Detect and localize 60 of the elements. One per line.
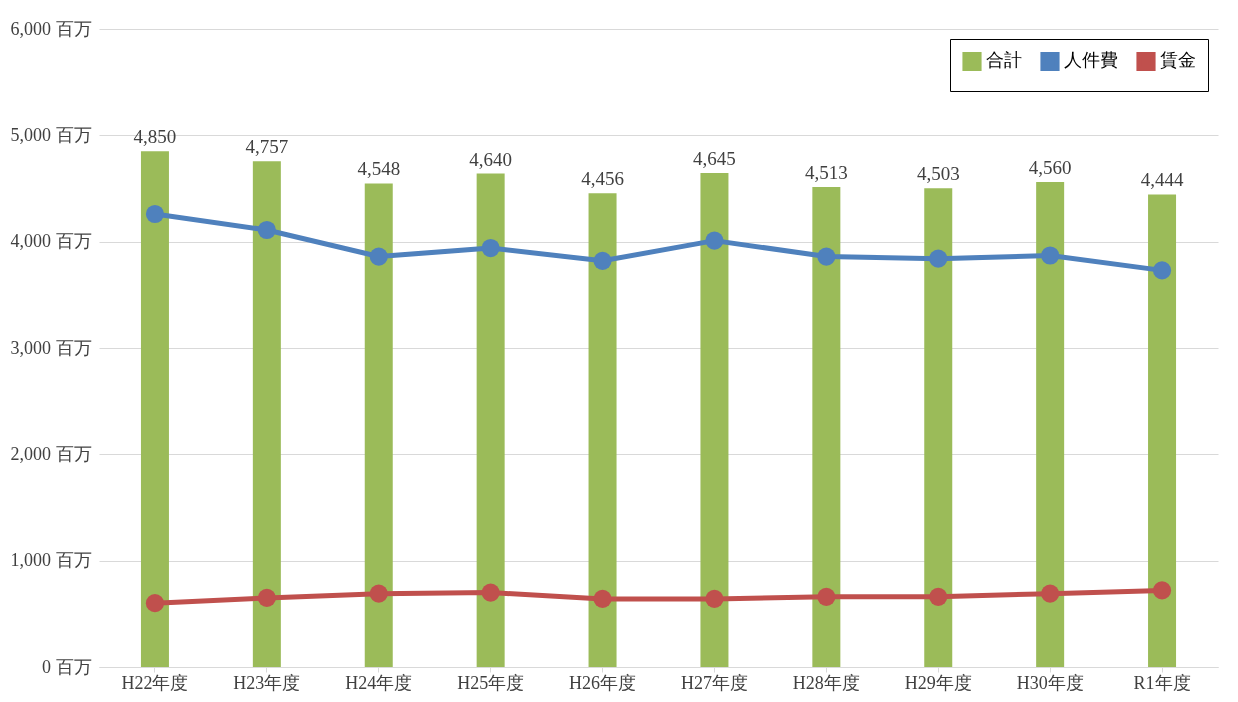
bar [1036, 182, 1065, 667]
x-tick-label: H29年度 [904, 672, 972, 693]
point [145, 204, 165, 224]
data-label: 4,456 [581, 168, 624, 190]
point [593, 251, 612, 270]
point [705, 231, 724, 250]
point [369, 584, 388, 603]
data-label: 4,503 [916, 163, 960, 185]
legend-label: 人件費 [1064, 50, 1118, 71]
point [257, 588, 276, 607]
point [257, 220, 276, 240]
point [593, 589, 612, 609]
y-tick-label: 0 百万 [42, 656, 92, 677]
legend-label: 賃金 [1160, 50, 1196, 71]
y-tick-label: 4,000 百万 [10, 231, 92, 252]
x-tick-label: H25年度 [457, 672, 525, 693]
data-label: 4,757 [245, 136, 289, 158]
bar [476, 173, 505, 667]
bar [1148, 194, 1177, 667]
bar [252, 161, 281, 667]
point [929, 587, 948, 606]
x-tick-label: H22年度 [121, 672, 189, 693]
x-tick-label: H24年度 [345, 672, 413, 693]
y-tick-label: 5,000 百万 [10, 124, 92, 145]
bar [588, 193, 617, 667]
y-tick-label: 6,000 百万 [10, 18, 92, 39]
bar [924, 188, 953, 667]
data-label: 4,513 [804, 162, 848, 184]
bar [700, 173, 729, 667]
y-tick-label: 2,000 百万 [10, 443, 92, 464]
point [145, 594, 165, 613]
x-tick-label: H28年度 [792, 672, 860, 693]
data-label: 4,850 [133, 126, 177, 148]
y-tick-label: 1,000 百万 [10, 550, 92, 571]
point [1041, 584, 1060, 603]
point [481, 238, 500, 258]
data-label: 4,645 [693, 148, 736, 170]
point [1152, 581, 1172, 600]
point [1152, 261, 1172, 280]
data-label: 4,548 [357, 158, 401, 180]
bar [364, 183, 393, 667]
x-tick-label: H26年度 [569, 672, 637, 693]
x-tick-label: H23年度 [233, 672, 301, 693]
y-tick-label: 3,000 百万 [10, 337, 92, 358]
point [929, 249, 948, 268]
point [481, 583, 500, 602]
point [705, 589, 724, 609]
point [369, 247, 388, 266]
point [1041, 246, 1060, 265]
x-tick-label: H30年度 [1016, 672, 1084, 693]
x-tick-label: R1年度 [1133, 672, 1191, 693]
legend-label: 合計 [986, 50, 1022, 71]
data-label: 4,640 [469, 148, 513, 170]
data-label: 4,444 [1140, 169, 1184, 191]
point [817, 587, 836, 606]
bar [140, 151, 169, 667]
x-tick-label: H27年度 [680, 672, 748, 693]
data-label: 4,560 [1028, 157, 1072, 179]
point [817, 247, 836, 266]
bar [812, 187, 841, 667]
